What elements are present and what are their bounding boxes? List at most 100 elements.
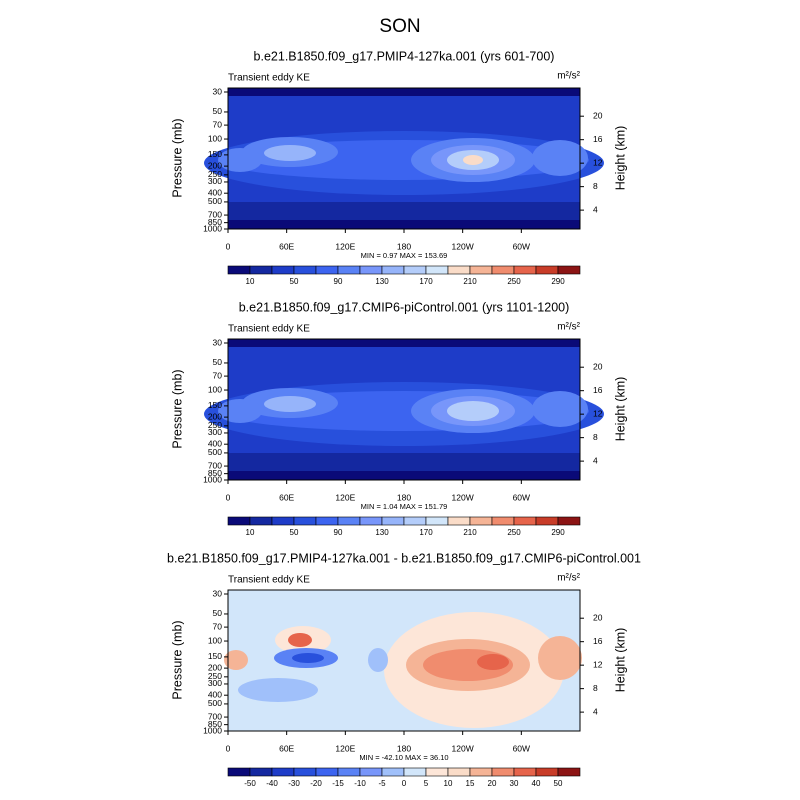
stats: MIN = -42.10 MAX = 36.10 [359, 753, 448, 762]
contour-fill [238, 678, 318, 702]
colorbar-box [249, 767, 273, 777]
y-tick-label: 100 [208, 133, 222, 143]
contour-fill [224, 650, 248, 670]
y2-tick-label: 16 [593, 385, 603, 395]
field-label: Transient eddy KE [228, 73, 310, 84]
colorbar-label: 250 [507, 528, 521, 537]
stats: MIN = 1.04 MAX = 151.79 [361, 502, 448, 511]
colorbar-box [227, 767, 251, 777]
y-tick-label: 150 [208, 149, 222, 159]
colorbar-label: 170 [419, 277, 433, 286]
colorbar-label: 15 [466, 779, 475, 788]
colorbar-label: 130 [375, 277, 389, 286]
y2-tick-label: 8 [593, 181, 598, 191]
y-tick-label: 400 [208, 689, 222, 699]
y-tick-label: 400 [208, 438, 222, 448]
colorbar-label: 210 [463, 277, 477, 286]
colorbar-box [359, 767, 383, 777]
colorbar-label: -20 [310, 779, 322, 788]
colorbar-box [557, 767, 581, 777]
y-tick-label: 70 [213, 370, 223, 380]
colorbar-label: 10 [444, 779, 453, 788]
colorbar-box [337, 516, 361, 526]
y-tick-label: 500 [208, 196, 222, 206]
colorbar-label: -50 [244, 779, 256, 788]
colorbar-box [469, 265, 493, 275]
y2-tick-label: 8 [593, 683, 598, 693]
y2-tick-label: 8 [593, 432, 598, 442]
y-tick-label: 150 [208, 651, 222, 661]
colorbar-label: 210 [463, 528, 477, 537]
colorbar-box [491, 516, 515, 526]
colorbar-box [513, 767, 537, 777]
colorbar-box [557, 265, 581, 275]
x-tick-label: 60E [279, 492, 294, 502]
contour-fill [532, 140, 588, 176]
colorbar-box [447, 767, 471, 777]
y2-tick-label: 12 [593, 408, 603, 418]
y-tick-label: 1000 [203, 725, 222, 735]
field-label: Transient eddy KE [228, 575, 310, 586]
contour-fill [228, 339, 580, 347]
x-tick-label: 120W [452, 492, 474, 502]
x-tick-label: 120E [335, 241, 355, 251]
panel-title: b.e21.B1850.f09_g17.PMIP4-127ka.001 - b.… [167, 551, 641, 565]
colorbar-box [513, 265, 537, 275]
contour-fill [228, 471, 580, 480]
colorbar-box [271, 767, 295, 777]
y-tick-label: 30 [213, 86, 223, 96]
panel-title: b.e21.B1850.f09_g17.PMIP4-127ka.001 (yrs… [254, 49, 555, 63]
x-tick-label: 120W [452, 241, 474, 251]
figure-title: SON [379, 16, 420, 37]
colorbar-label: 50 [290, 528, 299, 537]
colorbar-box [293, 265, 317, 275]
y-tick-label: 300 [208, 427, 222, 437]
y-tick-label: 700 [208, 209, 222, 219]
y-tick-label: 1000 [203, 223, 222, 233]
y2-tick-label: 4 [593, 204, 598, 214]
y-tick-label: 30 [213, 337, 223, 347]
y-tick-label: 30 [213, 588, 223, 598]
x-tick-label: 60W [513, 492, 530, 502]
y-axis-title: Pressure (mb) [170, 620, 184, 699]
y-tick-label: 500 [208, 698, 222, 708]
y-tick-label: 850 [208, 468, 222, 478]
y-axis-title: Pressure (mb) [170, 118, 184, 197]
x-tick-label: 120W [452, 743, 474, 753]
colorbar-label: 40 [532, 779, 541, 788]
y-tick-label: 250 [208, 169, 222, 179]
x-tick-label: 120E [335, 492, 355, 502]
colorbar-box [403, 516, 427, 526]
unit-label: m²/s² [557, 573, 580, 584]
field-label: Transient eddy KE [228, 324, 310, 335]
colorbar-label: 30 [510, 779, 519, 788]
x-tick-label: 0 [226, 743, 231, 753]
colorbar-label: -30 [288, 779, 300, 788]
colorbar-label: 130 [375, 528, 389, 537]
colorbar-box [359, 516, 383, 526]
x-tick-label: 0 [226, 241, 231, 251]
y2-tick-label: 12 [593, 157, 603, 167]
colorbar-label: 0 [402, 779, 407, 788]
colorbar-box [227, 265, 251, 275]
y-tick-label: 50 [213, 106, 223, 116]
colorbar-box [315, 767, 339, 777]
y-axis-title: Pressure (mb) [170, 369, 184, 448]
colorbar-box [293, 516, 317, 526]
colorbar-box [491, 767, 515, 777]
colorbar-box [227, 516, 251, 526]
y-tick-label: 250 [208, 420, 222, 430]
y-tick-label: 700 [208, 460, 222, 470]
colorbar-box [293, 767, 317, 777]
colorbar-label: 10 [246, 277, 255, 286]
colorbar-box [403, 265, 427, 275]
x-tick-label: 0 [226, 492, 231, 502]
contour-fill [218, 399, 262, 423]
y2-tick-label: 4 [593, 455, 598, 465]
colorbar-box [469, 767, 493, 777]
colorbar-box [381, 516, 405, 526]
contour-fill [368, 648, 388, 672]
contour-fill [228, 220, 580, 229]
unit-label: m²/s² [557, 322, 580, 333]
